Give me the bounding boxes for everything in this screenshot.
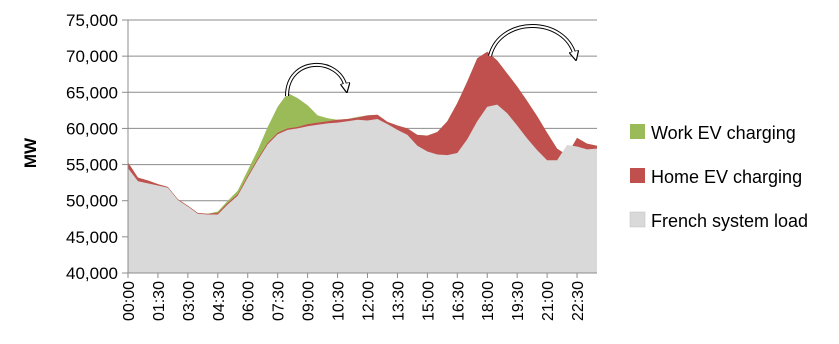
x-tick-label: 19:30 (510, 281, 527, 321)
y-tick-label: 70,000 (66, 47, 118, 66)
x-tick-label: 06:00 (241, 281, 258, 321)
x-tick-label: 10:30 (331, 281, 348, 321)
legend-label-work: Work EV charging (651, 123, 796, 143)
x-tick-label: 13:30 (390, 281, 407, 321)
x-tick-label: 22:30 (570, 281, 587, 321)
y-tick-label: 50,000 (66, 192, 118, 211)
x-tick-label: 18:00 (480, 281, 497, 321)
series-areas (128, 51, 597, 274)
y-tick-label: 40,000 (66, 264, 118, 283)
x-tick-label: 00:00 (121, 281, 138, 321)
x-tick-label: 09:00 (301, 281, 318, 321)
x-tick-label: 07:30 (271, 281, 288, 321)
x-tick-label: 15:00 (420, 281, 437, 321)
y-tick-label: 75,000 (66, 11, 118, 30)
x-tick-label: 01:30 (151, 281, 168, 321)
shift-arrow-morning (285, 63, 346, 97)
x-tick-label: 21:00 (540, 281, 557, 321)
y-tick-label: 65,000 (66, 83, 118, 102)
y-tick-label: 60,000 (66, 119, 118, 138)
legend-swatch-home (630, 168, 645, 183)
x-tick-label: 16:30 (450, 281, 467, 321)
shift-arrow-evening (488, 24, 575, 56)
x-tick-label: 03:00 (181, 281, 198, 321)
y-tick-label: 45,000 (66, 228, 118, 247)
legend-label-home: Home EV charging (651, 167, 802, 187)
x-axis-ticks: 00:00 01:30 03:00 04:30 06:00 07:30 09:00 10:30… (121, 273, 587, 321)
series-area-french-system-load (128, 104, 597, 273)
x-tick-label: 12:00 (360, 281, 377, 321)
y-axis-ticks: 40,000 45,000 50,000 55,000 60,000 65,000 70,0… (66, 11, 128, 283)
legend-swatch-load (629, 211, 646, 228)
y-axis-label: MW (21, 137, 40, 168)
y-tick-label: 55,000 (66, 156, 118, 175)
legend-label-load: French system load (651, 211, 808, 231)
legend-swatch-work (630, 124, 645, 139)
axes (127, 20, 597, 274)
x-tick-label: 04:30 (211, 281, 228, 321)
legend: Work EV charging Home EV charging French… (629, 123, 808, 231)
